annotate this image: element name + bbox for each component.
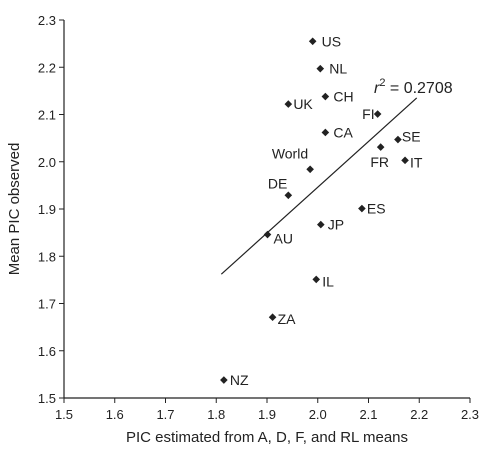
x-tick-label: 1.7: [156, 407, 174, 422]
point-marker: [401, 156, 409, 165]
point-label: CA: [333, 124, 353, 140]
point-marker: [220, 376, 228, 384]
point-marker: [284, 100, 293, 108]
point-label: IT: [410, 154, 423, 170]
point-marker: [308, 37, 317, 46]
point-marker: [321, 92, 330, 101]
point-marker: [316, 220, 325, 229]
point-label: NL: [329, 61, 347, 77]
x-tick-label: 2.0: [309, 407, 327, 422]
point-marker: [268, 313, 277, 322]
axes: 1.5 1.6 1.7 1.8 1.9 2.0 2.1 2.2 2.3 1.5 1.6 1.7 1.8 1…: [38, 13, 479, 422]
point-marker: [263, 230, 272, 239]
point-marker: [394, 135, 402, 144]
point-label: CH: [333, 89, 353, 105]
y-tick-label: 2.2: [38, 60, 56, 75]
point-label: DE: [268, 175, 287, 191]
x-tick-label: 1.9: [258, 407, 276, 422]
point-label: UK: [293, 96, 313, 112]
point-marker: [284, 191, 293, 200]
r-squared-symbol: r: [374, 80, 380, 97]
point-marker: [312, 275, 321, 284]
point-label: IL: [322, 273, 334, 289]
x-tick-label: 2.3: [461, 407, 479, 422]
r-squared-superscript: 2: [379, 77, 385, 89]
point-label: NZ: [230, 372, 249, 388]
x-tick-label: 2.1: [359, 407, 377, 422]
point-label: ES: [367, 201, 386, 217]
y-tick-label: 1.8: [38, 249, 56, 264]
point-label: JP: [328, 217, 344, 233]
point-label: FR: [370, 154, 389, 170]
data-points: US NL CH UK FI CA SE FR IT World DE ES JP AU IL ZA NZ: [220, 33, 423, 388]
point-marker: [306, 165, 314, 174]
point-label: AU: [274, 231, 293, 247]
x-tick-label: 1.6: [106, 407, 124, 422]
x-tick-label: 1.5: [55, 407, 73, 422]
y-tick-label: 1.9: [38, 202, 56, 217]
y-tick-label: 1.7: [38, 297, 56, 312]
point-label: World: [272, 145, 308, 161]
point-label: FI: [362, 106, 374, 122]
y-tick-label: 1.6: [38, 344, 56, 359]
point-label: SE: [402, 129, 421, 145]
point-marker: [316, 64, 325, 73]
r-squared-value: = 0.2708: [385, 80, 452, 97]
regression-line: [220, 97, 418, 275]
x-axis-title: PIC estimated from A, D, F, and RL means: [126, 429, 408, 446]
y-axis-title: Mean PIC observed: [6, 143, 23, 276]
point-label: ZA: [278, 311, 297, 327]
r-squared-annotation: r2 = 0.2708: [374, 77, 453, 97]
point-label: US: [322, 33, 341, 49]
point-marker: [373, 110, 382, 118]
fit-line-group: [220, 97, 418, 275]
x-tick-label: 1.8: [207, 407, 225, 422]
point-marker: [376, 143, 385, 151]
y-tick-label: 2.1: [38, 108, 56, 123]
y-tick-label: 1.5: [38, 391, 56, 406]
point-marker: [321, 128, 330, 137]
x-tick-label: 2.2: [410, 407, 428, 422]
y-tick-label: 2.3: [38, 13, 56, 28]
y-tick-label: 2.0: [38, 155, 56, 170]
point-marker: [358, 204, 366, 213]
